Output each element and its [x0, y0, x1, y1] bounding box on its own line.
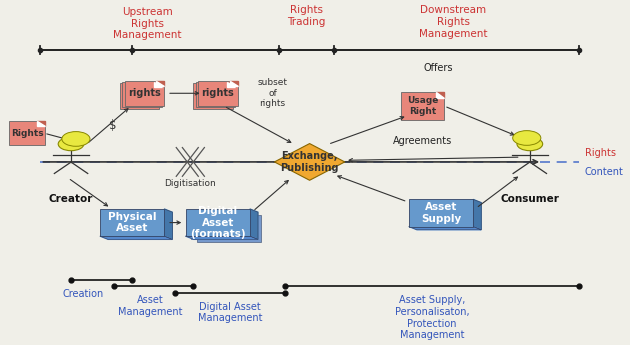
Polygon shape	[186, 236, 258, 239]
Text: Offers: Offers	[423, 63, 453, 73]
Polygon shape	[37, 121, 45, 126]
Polygon shape	[154, 82, 162, 87]
Text: $: $	[109, 119, 117, 132]
FancyBboxPatch shape	[198, 80, 238, 106]
Polygon shape	[151, 83, 159, 88]
Polygon shape	[227, 82, 235, 87]
Polygon shape	[250, 209, 258, 239]
Polygon shape	[227, 82, 235, 87]
Text: Rights
Trading: Rights Trading	[287, 6, 326, 27]
Polygon shape	[230, 80, 238, 86]
Circle shape	[517, 137, 542, 151]
Text: Digitisation: Digitisation	[164, 179, 216, 188]
Text: Physical
Asset: Physical Asset	[108, 212, 156, 233]
Text: Asset Supply,
Personalisaton,
Protection
Management: Asset Supply, Personalisaton, Protection…	[394, 295, 469, 340]
Text: Agreements: Agreements	[393, 136, 452, 146]
Polygon shape	[225, 83, 233, 88]
Text: Creation: Creation	[62, 289, 104, 299]
FancyBboxPatch shape	[186, 209, 250, 236]
FancyBboxPatch shape	[401, 92, 444, 120]
Text: subset
of
rights: subset of rights	[258, 78, 288, 108]
Polygon shape	[37, 121, 45, 126]
FancyBboxPatch shape	[195, 82, 235, 107]
Polygon shape	[156, 80, 164, 86]
Text: Downstream
Rights
Management: Downstream Rights Management	[419, 6, 488, 39]
Polygon shape	[409, 227, 481, 230]
Text: rights: rights	[128, 88, 161, 98]
FancyBboxPatch shape	[122, 82, 162, 107]
Text: Digital Asset
Management: Digital Asset Management	[198, 302, 262, 323]
FancyBboxPatch shape	[409, 199, 473, 227]
FancyBboxPatch shape	[100, 209, 164, 236]
Polygon shape	[436, 92, 444, 98]
Text: Asset
Management: Asset Management	[118, 295, 183, 317]
Polygon shape	[436, 92, 444, 98]
FancyBboxPatch shape	[120, 83, 159, 109]
Text: Upstream
Rights
Management: Upstream Rights Management	[113, 7, 181, 40]
Polygon shape	[164, 209, 172, 239]
FancyBboxPatch shape	[9, 121, 45, 145]
Polygon shape	[275, 144, 345, 180]
Circle shape	[513, 131, 541, 145]
Polygon shape	[151, 83, 159, 88]
Circle shape	[62, 131, 90, 146]
Text: Usage
Right: Usage Right	[407, 96, 438, 116]
Text: Digital
Asset
(formats): Digital Asset (formats)	[190, 206, 246, 239]
FancyBboxPatch shape	[197, 215, 261, 242]
Text: rights: rights	[202, 88, 234, 98]
Circle shape	[58, 137, 84, 151]
Polygon shape	[225, 83, 233, 88]
FancyBboxPatch shape	[125, 80, 164, 106]
Polygon shape	[100, 236, 172, 239]
Text: Asset
Supply: Asset Supply	[421, 202, 461, 224]
Text: Rights: Rights	[585, 148, 616, 158]
Text: Exchange,
Publishing: Exchange, Publishing	[280, 151, 339, 173]
FancyBboxPatch shape	[193, 83, 233, 109]
Polygon shape	[154, 82, 162, 87]
Polygon shape	[473, 199, 481, 230]
Text: Consumer: Consumer	[500, 194, 559, 204]
Text: Creator: Creator	[49, 194, 93, 204]
Polygon shape	[230, 80, 238, 86]
Text: Rights: Rights	[11, 129, 43, 138]
Polygon shape	[156, 80, 164, 86]
FancyBboxPatch shape	[192, 212, 256, 239]
Text: Content: Content	[585, 167, 624, 177]
